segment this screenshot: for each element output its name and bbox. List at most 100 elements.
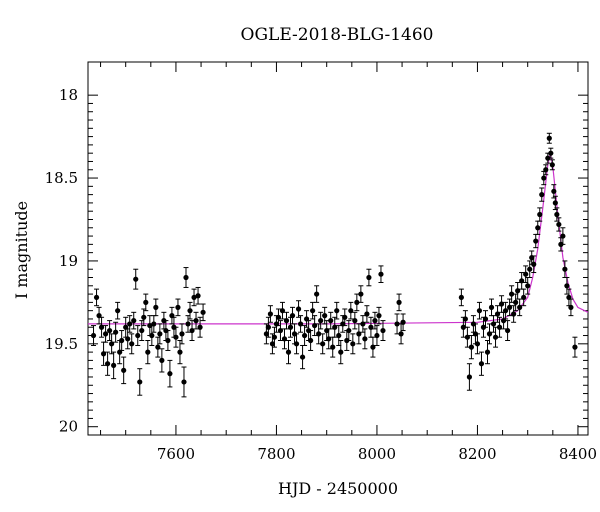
- data-point: [127, 321, 133, 327]
- data-point: [135, 332, 141, 339]
- data-point: [511, 311, 517, 317]
- data-point: [117, 349, 123, 355]
- data-point: [554, 211, 560, 218]
- data-point: [171, 324, 177, 330]
- data-point: [153, 304, 159, 310]
- data-point: [523, 271, 529, 277]
- data-point: [521, 294, 527, 301]
- data-point: [297, 321, 304, 327]
- data-point: [301, 332, 308, 339]
- data-point: [531, 261, 537, 267]
- data-point: [293, 341, 300, 347]
- data-point: [193, 318, 199, 324]
- y-tick-label: 18.5: [45, 169, 78, 187]
- data-point: [96, 313, 102, 319]
- data-point: [129, 341, 135, 347]
- data-point: [342, 314, 348, 320]
- data-point: [376, 313, 382, 319]
- data-point: [572, 344, 578, 350]
- data-point: [107, 327, 113, 334]
- data-point: [545, 155, 551, 161]
- data-point: [98, 324, 105, 330]
- data-point: [169, 313, 175, 319]
- data-point: [285, 349, 292, 355]
- data-point: [185, 321, 191, 327]
- data-point: [275, 314, 282, 320]
- data-point: [527, 266, 533, 272]
- data-point: [175, 304, 181, 310]
- data-point: [472, 331, 479, 337]
- data-point: [314, 291, 320, 297]
- data-point: [374, 332, 380, 339]
- data-point: [354, 299, 360, 305]
- data-point: [396, 299, 402, 305]
- data-point: [191, 294, 197, 301]
- data-point: [111, 362, 117, 368]
- data-point: [167, 371, 173, 377]
- x-tick-label: 8200: [458, 445, 496, 463]
- data-point: [552, 200, 558, 206]
- data-point: [320, 341, 326, 347]
- data-point: [287, 324, 294, 330]
- data-point: [181, 379, 187, 385]
- data-point: [464, 334, 470, 340]
- data-point: [400, 319, 406, 325]
- data-point: [143, 299, 149, 305]
- data-point: [104, 361, 111, 367]
- data-point: [480, 324, 487, 330]
- data-point: [121, 367, 127, 373]
- data-point: [269, 341, 276, 347]
- data-point: [476, 308, 483, 314]
- y-tick-label: 19: [59, 252, 78, 270]
- data-point: [332, 324, 338, 330]
- data-point: [151, 321, 157, 327]
- data-point: [525, 283, 531, 289]
- data-point: [139, 327, 145, 334]
- data-point: [281, 336, 288, 342]
- data-point: [380, 327, 386, 334]
- data-point: [366, 274, 372, 281]
- data-point: [179, 331, 185, 337]
- data-point: [344, 337, 350, 344]
- data-point: [560, 233, 566, 239]
- data-point: [265, 324, 272, 330]
- data-point: [119, 337, 125, 344]
- chart-title: OGLE-2018-BLG-1460: [241, 25, 434, 45]
- data-point: [159, 357, 165, 363]
- data-point: [490, 321, 497, 327]
- data-point: [273, 321, 280, 327]
- data-point: [316, 331, 322, 337]
- data-point: [348, 308, 354, 314]
- data-point: [334, 308, 340, 314]
- data-point: [541, 175, 547, 181]
- data-point: [504, 327, 511, 334]
- data-point: [289, 313, 296, 319]
- data-point: [486, 331, 493, 337]
- data-point: [498, 301, 505, 307]
- data-point: [566, 294, 572, 301]
- data-point: [502, 308, 509, 314]
- data-point: [509, 291, 515, 297]
- data-point: [312, 322, 318, 329]
- data-point: [161, 318, 167, 324]
- data-point: [141, 314, 147, 320]
- axis-ticks: [88, 62, 588, 435]
- plot-frame: [87, 61, 589, 436]
- y-tick-label: 20: [59, 418, 78, 436]
- data-point: [352, 318, 358, 324]
- x-tick-label: 7800: [257, 445, 295, 463]
- data-point: [283, 318, 290, 324]
- data-point: [558, 241, 564, 247]
- data-point: [543, 167, 549, 173]
- data-point: [155, 344, 161, 350]
- data-point: [173, 334, 179, 340]
- data-point: [358, 291, 364, 297]
- data-point: [310, 308, 316, 314]
- data-point: [517, 304, 523, 310]
- data-point: [568, 304, 574, 310]
- data-point: [468, 344, 475, 350]
- data-point: [535, 225, 541, 231]
- data-point: [330, 344, 336, 350]
- data-point: [131, 318, 137, 324]
